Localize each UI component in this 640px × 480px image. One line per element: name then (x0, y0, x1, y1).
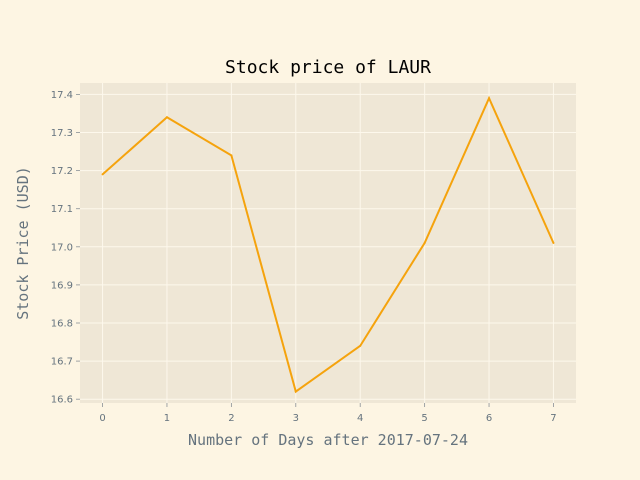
chart-title: Stock price of LAUR (225, 57, 431, 78)
x-tick-label: 7 (550, 413, 556, 424)
y-tick-label: 17.4 (51, 90, 73, 101)
x-tick-label: 4 (357, 413, 363, 424)
data-point (552, 242, 555, 244)
data-point (488, 97, 491, 100)
plot-area (80, 83, 576, 403)
y-tick-label: 17.1 (51, 204, 73, 215)
y-tick-label: 16.8 (51, 319, 73, 330)
data-point (165, 116, 168, 119)
data-point (294, 390, 297, 393)
x-tick-label: 0 (99, 413, 105, 424)
x-tick-label: 2 (228, 413, 234, 424)
y-tick-label: 17.0 (51, 242, 73, 253)
data-point (101, 173, 104, 176)
y-tick-label: 16.7 (51, 357, 73, 368)
y-tick-label: 16.6 (51, 395, 73, 406)
data-point (230, 154, 233, 157)
data-points (101, 97, 555, 393)
y-axis-label: Stock Price (USD) (14, 166, 32, 320)
y-tick-label: 17.3 (51, 128, 73, 139)
y-tick-label: 16.9 (51, 280, 73, 291)
x-tick-label: 5 (421, 413, 427, 424)
x-tick-label: 1 (164, 413, 170, 424)
x-axis-label: Number of Days after 2017-07-24 (188, 431, 468, 449)
x-tick-label: 3 (293, 413, 299, 424)
data-point (423, 242, 426, 244)
y-axis-ticks: 16.6 16.7 16.8 16.9 17.0 17.1 17.2 17.3 17.4 (51, 90, 80, 406)
data-point (359, 344, 362, 347)
y-tick-label: 17.2 (51, 166, 73, 177)
x-tick-label: 6 (486, 413, 492, 424)
series-line (101, 95, 555, 394)
x-axis-ticks: 0 1 2 3 4 5 6 7 (99, 403, 557, 424)
